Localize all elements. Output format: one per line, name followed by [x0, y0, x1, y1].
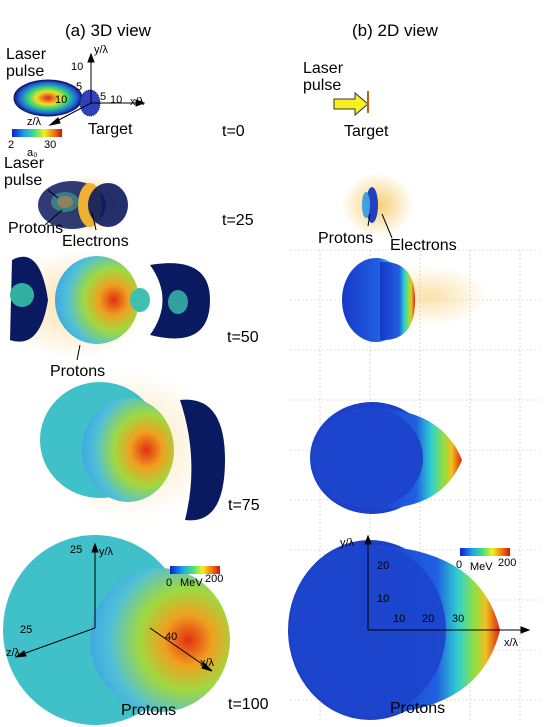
tick-3d-bottom-x: 40 [165, 631, 178, 643]
proton-ball-t50-3d [0, 250, 210, 360]
y-axis-label-3d-bottom: y/λ [99, 546, 114, 558]
y-axis-label-2d-bottom: y/λ [340, 537, 355, 549]
time-label-75: t=75 [228, 497, 260, 514]
ytick-2d-10: 10 [377, 593, 390, 605]
x-axis-label-3d-top: x/λ [130, 96, 145, 108]
laser-pulse-label-3d-t25: Laser pulse [4, 155, 45, 189]
xtick-2d-20: 20 [422, 613, 435, 625]
laser-arrow-2d [333, 91, 369, 117]
protons-label-2d-t25: Protons [318, 230, 374, 247]
xtick-2d-30: 30 [452, 613, 465, 625]
header-3d-view: (a) 3D view [65, 21, 151, 40]
mev-unit-right: MeV [470, 561, 493, 573]
axes-2d-bottom [364, 534, 531, 634]
protons-label-3d-t100: Protons [121, 702, 177, 719]
tick-3d-top-1: 5 [76, 81, 83, 93]
time-label-25: t=25 [222, 212, 254, 229]
a0-min: 2 [8, 139, 15, 151]
mev-unit-left: MeV [180, 577, 203, 589]
protons-label-2d-t100: Protons [390, 700, 446, 717]
protons-label-3d-t50: Protons [50, 363, 106, 380]
proton-ball-t75-2d [310, 402, 462, 514]
electrons-label-3d-t25: Electrons [62, 233, 129, 250]
tick-3d-bottom-z: 25 [20, 624, 33, 636]
time-label-100: t=100 [228, 696, 269, 713]
laser-pulse-label-2d: Laser pulse [303, 60, 344, 94]
tick-3d-top-3: 5 [100, 91, 107, 103]
target-label-3d: Target [88, 121, 133, 138]
proton-electron-t25-2d [342, 173, 414, 237]
target-label-2d: Target [344, 123, 389, 140]
tick-3d-top-0: 10 [71, 61, 84, 73]
electron-cloud-t25-3d [38, 175, 132, 235]
a0-colorbar [12, 129, 62, 137]
y-axis-label-3d-top: y/λ [94, 44, 109, 56]
time-label-0: t=0 [222, 123, 245, 140]
proton-ball-t75-3d [40, 370, 225, 521]
mev-max-right: 200 [498, 557, 517, 569]
laser-pulse-3d [13, 79, 83, 117]
tick-3d-top-2: 10 [55, 94, 68, 106]
electrons-label-2d-t25: Electrons [390, 237, 457, 254]
protons-label-3d-t25: Protons [8, 220, 64, 237]
axes-3d-top [48, 52, 146, 126]
x-axis-label-3d-bottom: x/λ [200, 657, 215, 669]
mev-colorbar-left [170, 566, 220, 574]
axes-3d-bottom [14, 542, 213, 672]
tick-3d-bottom-y: 25 [70, 544, 83, 556]
tick-3d-top-4: 10 [110, 94, 123, 106]
mev-min-left: 0 [166, 577, 173, 589]
proton-ball-t50-2d [342, 258, 488, 342]
pointer-arrows [44, 189, 393, 361]
mev-min-right: 0 [456, 559, 463, 571]
mev-max-left: 200 [205, 573, 224, 585]
header-2d-view: (b) 2D view [352, 21, 438, 40]
ytick-2d-20: 20 [377, 560, 390, 572]
time-label-50: t=50 [227, 329, 259, 346]
mev-colorbar-right [460, 548, 510, 556]
z-axis-label-3d-bottom: z/λ [6, 647, 21, 659]
laser-pulse-label-3d: Laser pulse [6, 46, 47, 80]
xtick-2d-10: 10 [393, 613, 406, 625]
z-axis-label-3d-top: z/λ [27, 116, 42, 128]
a0-max: 30 [44, 139, 57, 151]
x-axis-label-2d-bottom: x/λ [504, 637, 519, 649]
a0-label: a₀ [27, 147, 38, 159]
proton-ball-t100-3d [3, 535, 230, 725]
